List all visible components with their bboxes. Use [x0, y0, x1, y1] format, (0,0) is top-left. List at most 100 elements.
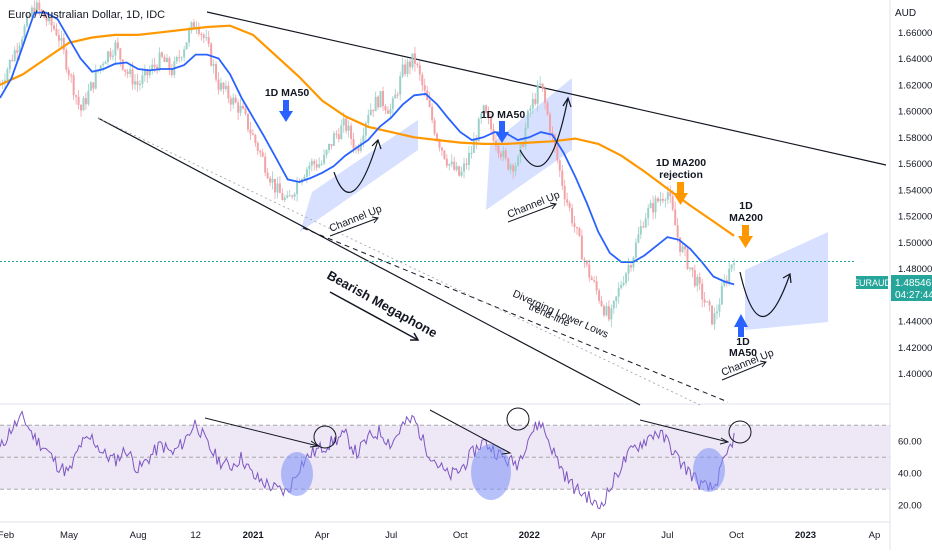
price-tick-label: 1.60000 [898, 107, 932, 118]
candle-body [401, 64, 404, 77]
candle-body [28, 15, 31, 17]
price-tick-label: 1.50000 [898, 238, 932, 249]
price-axis: AUD [889, 0, 916, 550]
candle-body [634, 242, 637, 258]
candle-body [55, 29, 58, 36]
candle-body [600, 300, 603, 307]
countdown-timer: 04:27:44 [895, 290, 932, 301]
candle-body [671, 196, 674, 210]
candle-body [50, 15, 53, 26]
candle-body [723, 280, 726, 286]
candle-body [580, 235, 583, 260]
candle-body [286, 195, 289, 198]
candle-body [315, 164, 318, 168]
candle-body [367, 115, 370, 124]
candle-body [23, 26, 26, 40]
candle-body [372, 109, 375, 112]
candle-body [259, 150, 262, 153]
candle-body [428, 100, 431, 107]
candle-body [529, 108, 532, 111]
channel-arrow-3 [721, 361, 767, 381]
chart-title: Euro / Australian Dollar, 1D, IDC [8, 9, 165, 21]
candle-body [75, 95, 78, 97]
candle-body [674, 209, 677, 226]
candle-body [185, 42, 188, 50]
candle-body [237, 102, 240, 113]
candle-body [664, 199, 667, 201]
candle-body [119, 48, 122, 60]
candle-body [539, 83, 542, 86]
time-tick-label: 2022 [519, 530, 540, 541]
candle-body [654, 198, 657, 213]
candle-body [703, 299, 706, 303]
candle-body [659, 198, 662, 202]
candle-body [642, 226, 645, 228]
candle-body [681, 246, 684, 252]
candle-body [148, 70, 151, 76]
candle-body [332, 133, 335, 146]
candle-body [77, 96, 80, 105]
candle-body [598, 290, 601, 301]
candle-body [566, 199, 569, 203]
candle-body [602, 306, 605, 316]
projection-arrowhead-1 [371, 138, 382, 150]
candle-body [639, 226, 642, 235]
candle-body [251, 133, 254, 135]
candle-body [308, 165, 311, 170]
price-tick-label: 1.42000 [898, 343, 932, 354]
candle-body [384, 106, 387, 111]
candle-body [458, 166, 461, 176]
candle-body [524, 127, 527, 147]
candle-body [512, 165, 515, 172]
candle-body [421, 74, 424, 86]
arrow-ma200-2 [738, 225, 753, 248]
time-tick-label: Apr [315, 530, 330, 541]
candle-body [288, 195, 291, 197]
candle-body [330, 143, 333, 146]
candle-body [686, 249, 689, 269]
candle-body [72, 75, 75, 96]
candle-body [470, 152, 473, 154]
label-ma200-rejection-line1: 1D MA200 [656, 157, 706, 169]
candle-body [688, 267, 691, 269]
label-ma50-3-line2: MA50 [729, 347, 757, 359]
candle-body [232, 97, 235, 105]
candle-body [715, 311, 718, 314]
candle-body [60, 38, 63, 41]
candle-body [84, 98, 87, 105]
candle-body [610, 308, 613, 320]
candle-body [48, 15, 51, 22]
candle-body [433, 120, 436, 134]
rsi-tick-label: 40.00 [898, 469, 922, 480]
candle-body [362, 135, 365, 143]
channel-arrow-1 [329, 217, 379, 237]
candle-body [647, 208, 650, 219]
candle-body [472, 140, 475, 153]
candle-body [33, 7, 36, 13]
time-tick-label: Apr [591, 530, 606, 541]
candle-body [109, 51, 112, 57]
candle-body [320, 163, 323, 165]
candle-body [215, 64, 218, 80]
candle-body [323, 154, 326, 164]
candle-body [701, 283, 704, 300]
candle-body [698, 276, 701, 284]
candle-body [369, 109, 372, 116]
candle-body [26, 15, 29, 27]
candle-body [588, 264, 591, 278]
price-tick-label: 1.66000 [898, 28, 932, 39]
candle-body [480, 113, 483, 119]
rsi-divergence-arrow-3 [719, 437, 730, 445]
candle-body [583, 259, 586, 261]
candle-body [475, 140, 478, 142]
candle-body [325, 150, 328, 155]
candle-body [180, 57, 183, 59]
label-ma50-2: 1D MA50 [481, 109, 526, 121]
candle-body [359, 142, 362, 151]
candle-body [394, 94, 397, 99]
time-tick-label: 12 [190, 530, 201, 541]
candle-body [30, 7, 33, 17]
candle-body [382, 91, 385, 107]
